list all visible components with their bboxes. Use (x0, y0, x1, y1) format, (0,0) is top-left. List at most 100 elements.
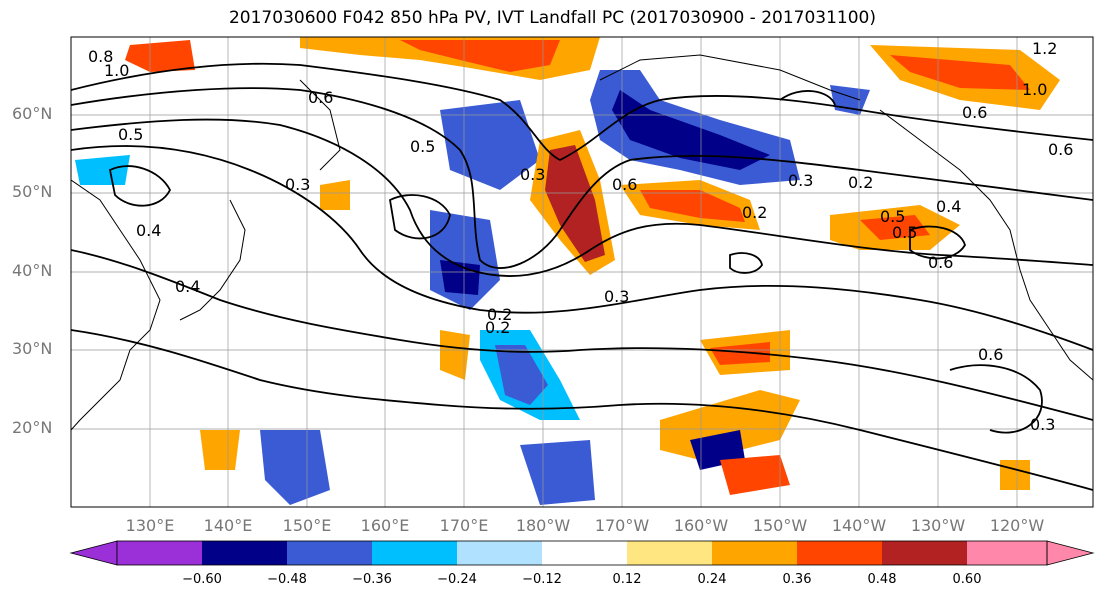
contour-label: 0.6 (962, 103, 987, 122)
colorbar-tick-label: 0.60 (952, 572, 982, 587)
lon-label-130e: 130°E (125, 516, 175, 535)
coast-north-america (879, 109, 1093, 381)
map-title: 2017030600 F042 850 hPa PV, IVT Landfall… (228, 8, 876, 28)
contour-label: 0.2 (742, 203, 767, 222)
contour-label: 0.6 (1048, 140, 1073, 159)
colorbar-tick-label: 0.36 (782, 572, 812, 587)
colorbar (69, 540, 1095, 566)
contour-label: 0.3 (1030, 415, 1055, 434)
positive-anomaly-nw (125, 40, 195, 72)
contour-label: 0.3 (285, 175, 310, 194)
colorbar-swatch (287, 541, 372, 565)
positive-anomaly-east-core (640, 190, 745, 222)
colorbar-swatch (202, 541, 287, 565)
negative-anomaly-northwest (75, 155, 130, 185)
positive-anomaly-small-3 (1000, 460, 1030, 490)
contour-label: 0.6 (928, 253, 953, 272)
positive-anomaly-small-2 (440, 330, 470, 380)
positive-anomaly-small-4 (320, 180, 350, 210)
lon-label-170e: 170°E (439, 516, 489, 535)
lon-label-150e: 150°E (282, 516, 332, 535)
lon-label-140e: 140°E (203, 516, 253, 535)
positive-anomaly-south-core (720, 455, 790, 495)
colorbar-outline (116, 540, 1048, 566)
colorbar-tick-label: 0.48 (867, 572, 897, 587)
contour-label: 0.6 (978, 345, 1003, 364)
coastlines (71, 54, 1093, 431)
contour-label: 0.3 (604, 287, 629, 306)
lon-label-120w: 120°W (989, 516, 1045, 535)
contour-label: 0.8 (88, 47, 113, 66)
positive-anomaly-north-core (400, 40, 560, 72)
lon-label-150w: 150°W (752, 516, 808, 535)
colorbar-tick-label: −0.24 (437, 572, 477, 587)
colorbar-tick-label: 0.24 (697, 572, 727, 587)
lon-label-160w: 160°W (673, 516, 729, 535)
contour-label: 0.6 (612, 175, 637, 194)
colorbar-swatch (117, 541, 202, 565)
shading-layer (75, 37, 1060, 505)
negative-anomaly-west-core (440, 260, 480, 295)
lat-label-50n: 50°N (12, 182, 53, 201)
colorbar-tick-label: −0.12 (522, 572, 562, 587)
colorbar-swatch (882, 541, 967, 565)
contour-label: 0.5 (892, 223, 917, 242)
coast-alaska (599, 54, 861, 101)
lon-label-170w: 170°W (594, 516, 650, 535)
colorbar-swatch (542, 541, 627, 565)
contour-label: 0.3 (520, 165, 545, 184)
map-frame (70, 36, 1094, 508)
lon-label-160e: 160°E (360, 516, 410, 535)
contour-label: 1.0 (104, 61, 129, 80)
colorbar-swatch (372, 541, 457, 565)
contour-label: 1.2 (1032, 39, 1057, 58)
colorbar-swatch (712, 541, 797, 565)
contour-label: 0.4 (936, 197, 961, 216)
contour-label: 0.2 (848, 173, 873, 192)
contour-label-layer: 0.8 1.0 0.6 0.5 0.4 0.3 0.2 0.5 0.3 0.6 … (88, 39, 1073, 434)
negative-anomaly-south-west (260, 430, 330, 505)
contour-label: 0.3 (788, 171, 813, 190)
colorbar-min-extend (69, 540, 118, 566)
contour-label: 0.6 (308, 88, 333, 107)
lat-label-40n: 40°N (12, 261, 53, 280)
lat-label-30n: 30°N (12, 339, 53, 358)
positive-anomaly-ne-core (890, 55, 1030, 90)
colorbar-swatch (967, 541, 1047, 565)
contour-label: 0.4 (136, 221, 161, 240)
contour-label: 0.2 (485, 318, 510, 337)
positive-anomaly-small-1 (200, 430, 240, 470)
positive-anomaly-southeast-core (710, 342, 770, 365)
contour-label: 0.5 (118, 125, 143, 144)
graticule (71, 37, 1093, 507)
contour-label: 0.5 (880, 207, 905, 226)
lat-label-20n: 20°N (12, 418, 53, 437)
negative-anomaly-central-core (612, 90, 770, 170)
colorbar-tick-label: 0.12 (612, 572, 642, 587)
pv-contours (71, 62, 1093, 491)
contour-label: 0.5 (410, 137, 435, 156)
lon-label-140w: 140°W (831, 516, 887, 535)
colorbar-swatch (797, 541, 882, 565)
lon-label-180w: 180°W (515, 516, 571, 535)
colorbar-swatch (457, 541, 542, 565)
positive-anomaly-central-core (545, 145, 605, 262)
positive-anomaly-east-45n-core (860, 215, 930, 240)
negative-anomaly-south-central (520, 440, 595, 505)
colorbar-tick-label: −0.48 (267, 572, 307, 587)
coast-kamchatka (299, 79, 341, 171)
contour-label: 0.4 (175, 277, 200, 296)
lon-label-130w: 130°W (910, 516, 966, 535)
coast-japan (179, 199, 246, 321)
contour-label: 0.2 (487, 305, 512, 324)
lat-label-60n: 60°N (12, 104, 53, 123)
colorbar-tick-label: −0.60 (182, 572, 222, 587)
negative-anomaly-west-blue (440, 100, 540, 190)
coast-asia (71, 179, 161, 431)
negative-anomaly-subtropical-core (495, 345, 548, 405)
colorbar-max-extend (1046, 540, 1095, 566)
colorbar-tick-label: −0.36 (352, 572, 392, 587)
contour-label: 1.0 (1022, 80, 1047, 99)
colorbar-swatch (627, 541, 712, 565)
